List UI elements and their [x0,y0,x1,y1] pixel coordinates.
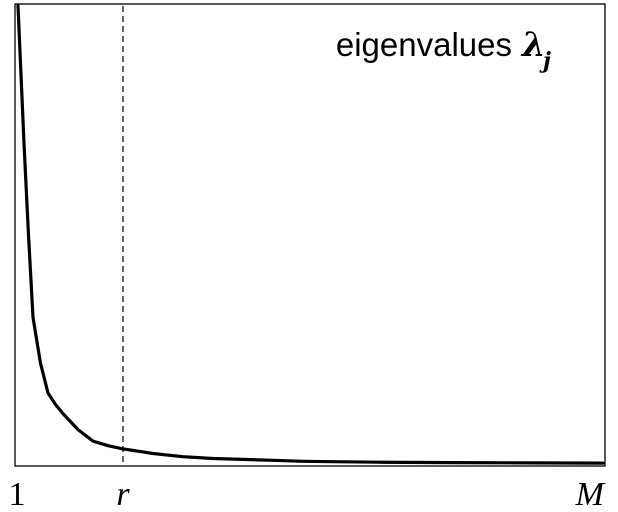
x-tick-label: 1 [9,476,26,512]
eigenvalue-curve [16,4,605,465]
eigenvalues-label: eigenvalues [336,26,512,63]
x-tick-label: r [116,476,130,512]
plot-frame [14,3,606,467]
x-tick-label: M [575,476,606,512]
lambda-symbol: λ [520,25,546,65]
x-tick-labels: 1 r M [9,476,606,512]
